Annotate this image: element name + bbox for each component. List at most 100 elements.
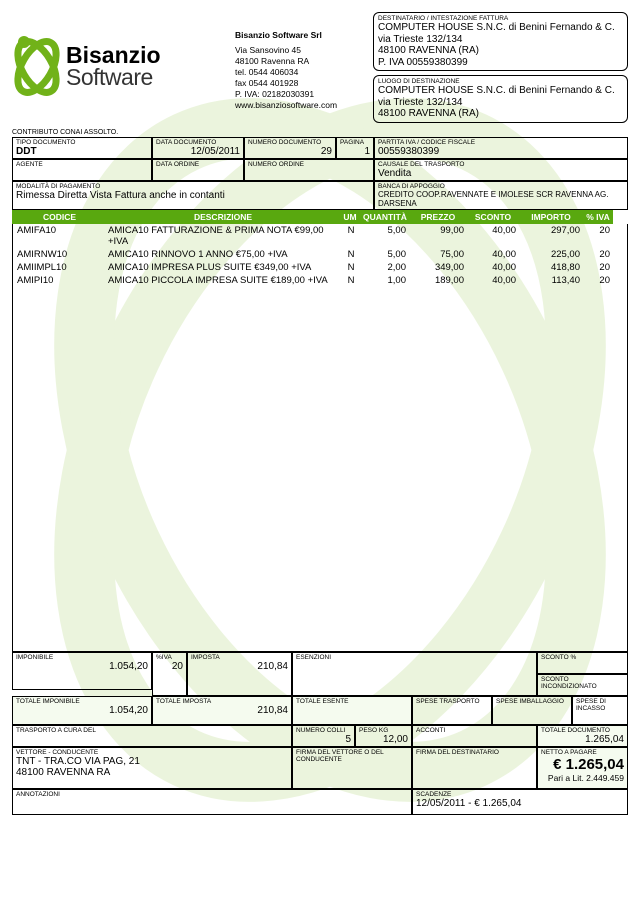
colli-value: 5 — [296, 734, 351, 745]
company-piva: P. IVA: 02182030391 — [235, 89, 365, 100]
spimb-label: SPESE IMBALLAGGIO — [496, 698, 568, 705]
recipient-box: DESTINATARIO / INTESTAZIONE FATTURA COMP… — [373, 12, 628, 71]
cell-iva: 20 — [584, 249, 614, 260]
cell-prezzo: 349,00 — [410, 262, 468, 273]
cell-codice: AMIRNW10 — [13, 249, 108, 260]
imposta-label: IMPOSTA — [191, 654, 288, 661]
col-um: UM — [339, 210, 361, 224]
totes-value — [296, 705, 408, 716]
recipient-addr: via Trieste 132/134 — [378, 34, 623, 46]
banca-label: BANCA DI APPOGGIO — [378, 183, 624, 190]
table-row: AMIRNW10AMICA10 RINNOVO 1 ANNO €75,00 +I… — [13, 248, 627, 261]
destination-name: COMPUTER HOUSE S.N.C. di Benini Fernando… — [378, 85, 623, 97]
col-importo: IMPORTO — [519, 210, 583, 224]
cell-quantita: 1,00 — [362, 275, 410, 286]
cell-prezzo: 99,00 — [410, 225, 468, 247]
company-addr2: 48100 Ravenna RA — [235, 56, 365, 67]
vettore-label: VETTORE - CONDUCENTE — [16, 749, 288, 756]
sptra-value — [416, 705, 488, 716]
pivacf-value: 00559380399 — [378, 146, 624, 157]
firma-dest-label: FIRMA DEL DESTINATARIO — [416, 749, 533, 756]
cell-prezzo: 189,00 — [410, 275, 468, 286]
col-sconto: SCONTO — [467, 210, 519, 224]
banca-value: CREDITO COOP.RAVENNATE E IMOLESE SCR RAV… — [378, 190, 624, 208]
destination-box: LUOGO DI DESTINAZIONE COMPUTER HOUSE S.N… — [373, 75, 628, 123]
peso-value: 12,00 — [359, 734, 408, 745]
cell-codice: AMIIMPL10 — [13, 262, 108, 273]
peso-label: PESO KG — [359, 727, 408, 734]
causale-label: CAUSALE DEL TRASPORTO — [378, 161, 624, 168]
company-addr1: Via Sansovino 45 — [235, 45, 365, 56]
numdoc-value: 29 — [248, 146, 332, 157]
cell-importo: 297,00 — [520, 225, 584, 247]
dataord-value — [156, 168, 240, 179]
scontop-label: SCONTO % — [541, 654, 624, 661]
cell-prezzo: 75,00 — [410, 249, 468, 260]
spimb-value — [496, 705, 568, 716]
cell-iva: 20 — [584, 275, 614, 286]
cell-quantita: 5,00 — [362, 249, 410, 260]
cell-sconto: 40,00 — [468, 262, 520, 273]
imponibile-value: 1.054,20 — [16, 661, 148, 672]
totiva-value: 210,84 — [156, 705, 288, 716]
cell-descrizione: AMICA10 FATTURAZIONE & PRIMA NOTA €99,00… — [108, 225, 340, 247]
col-prezzo: PREZZO — [409, 210, 467, 224]
pagamento-value: Rimessa Diretta Vista Fattura anche in c… — [16, 190, 370, 201]
destination-label: LUOGO DI DESTINAZIONE — [378, 78, 623, 85]
recipient-name: COMPUTER HOUSE S.N.C. di Benini Fernando… — [378, 22, 623, 34]
pagamento-label: MODALITÀ DI PAGAMENTO — [16, 183, 370, 190]
cell-codice: AMIPI10 — [13, 275, 108, 286]
annotazioni-label: ANNOTAZIONI — [16, 791, 408, 798]
tipodoc-value: DDT — [16, 146, 148, 157]
esenzioni-label: ESENZIONI — [296, 654, 533, 661]
imposta-value: 210,84 — [191, 661, 288, 672]
company-info: Bisanzio Software Srl Via Sansovino 45 4… — [235, 12, 365, 123]
col-iva: % IVA — [583, 210, 613, 224]
pivacf-label: PARTITA IVA / CODICE FISCALE — [378, 139, 624, 146]
company-name: Bisanzio Software Srl — [235, 30, 365, 41]
cell-descrizione: AMICA10 PICCOLA IMPRESA SUITE €189,00 +I… — [108, 275, 340, 286]
cell-quantita: 5,00 — [362, 225, 410, 247]
cell-descrizione: AMICA10 IMPRESA PLUS SUITE €349,00 +IVA — [108, 262, 340, 273]
vettore-value2: 48100 RAVENNA RA — [16, 767, 288, 778]
company-tel: tel. 0544 406034 — [235, 67, 365, 78]
cell-um: N — [340, 262, 362, 273]
sptra-label: SPESE TRASPORTO — [416, 698, 488, 705]
line-items: AMIFA10AMICA10 FATTURAZIONE & PRIMA NOTA… — [12, 224, 628, 652]
vettore-value1: TNT - TRA.CO VIA PAG, 21 — [16, 756, 288, 767]
cell-importo: 225,00 — [520, 249, 584, 260]
colli-label: NUMERO COLLI — [296, 727, 351, 734]
cell-iva: 20 — [584, 225, 614, 247]
cell-sconto: 40,00 — [468, 225, 520, 247]
logo: Bisanzio Software — [12, 12, 227, 123]
cell-importo: 113,40 — [520, 275, 584, 286]
datadoc-label: DATA DOCUMENTO — [156, 139, 240, 146]
recipient-piva: P. IVA 00559380399 — [378, 57, 623, 69]
totdoc-label: TOTALE DOCUMENTO — [541, 727, 624, 734]
esenzioni-value — [296, 661, 533, 672]
tracura-label: TRASPORTO A CURA DEL — [16, 727, 288, 734]
totdoc-value: 1.265,04 — [541, 734, 624, 745]
scadenze-label: SCADENZE — [416, 791, 624, 798]
contributo-note: CONTRIBUTO CONAI ASSOLTO. — [12, 129, 628, 136]
dataord-label: DATA ORDINE — [156, 161, 240, 168]
company-web: www.bisanziosoftware.com — [235, 100, 365, 111]
numord-value — [248, 168, 370, 179]
logo-text-2: Software — [66, 67, 161, 89]
cell-sconto: 40,00 — [468, 249, 520, 260]
tracura-value — [16, 734, 288, 745]
agente-label: AGENTE — [16, 161, 148, 168]
table-row: AMIPI10AMICA10 PICCOLA IMPRESA SUITE €18… — [13, 274, 627, 287]
firma-vettore-label: FIRMA DEL VETTORE O DEL CONDUCENTE — [296, 749, 408, 763]
recipient-label: DESTINATARIO / INTESTAZIONE FATTURA — [378, 15, 623, 22]
cell-importo: 418,80 — [520, 262, 584, 273]
totimp-value: 1.054,20 — [16, 705, 148, 716]
cell-descrizione: AMICA10 RINNOVO 1 ANNO €75,00 +IVA — [108, 249, 340, 260]
totimp-label: TOTALE IMPONIBILE — [16, 698, 148, 705]
causale-value: Vendita — [378, 168, 624, 179]
netto-lit: Pari a Lit. 2.449.459 — [541, 773, 624, 783]
tipodoc-label: TIPO DOCUMENTO — [16, 139, 148, 146]
numdoc-label: NUMERO DOCUMENTO — [248, 139, 332, 146]
datadoc-value: 12/05/2011 — [156, 146, 240, 157]
scadenze-value: 12/05/2011 - € 1.265,04 — [416, 798, 624, 809]
